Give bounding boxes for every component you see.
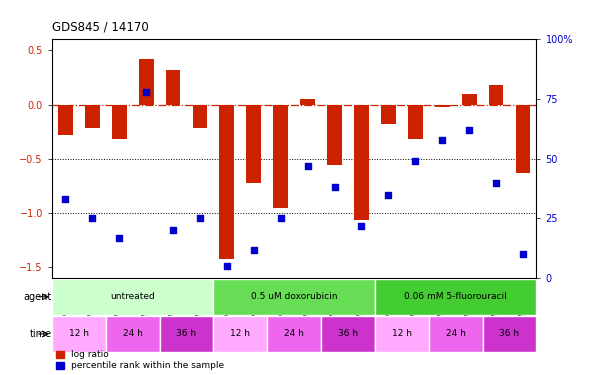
Text: 0.06 mM 5-fluorouracil: 0.06 mM 5-fluorouracil <box>404 292 507 301</box>
Text: untreated: untreated <box>111 292 155 301</box>
Bar <box>483 316 536 352</box>
Point <box>411 158 420 164</box>
Point <box>114 235 124 241</box>
Bar <box>52 279 213 315</box>
Bar <box>375 279 536 315</box>
Bar <box>408 105 423 139</box>
Bar <box>273 105 288 208</box>
Bar <box>516 105 530 173</box>
Bar <box>85 105 100 128</box>
Bar <box>219 105 234 259</box>
Text: 24 h: 24 h <box>446 329 466 338</box>
Point <box>357 223 367 229</box>
Point <box>249 246 258 252</box>
Point <box>437 136 447 142</box>
Bar <box>106 316 159 352</box>
Bar <box>321 316 375 352</box>
Point <box>518 251 528 257</box>
Bar <box>159 316 213 352</box>
Point <box>195 216 205 222</box>
Bar <box>112 105 126 139</box>
Bar <box>327 105 342 165</box>
Text: 36 h: 36 h <box>338 329 358 338</box>
Text: 12 h: 12 h <box>69 329 89 338</box>
Bar <box>52 316 106 352</box>
Point <box>303 163 313 169</box>
Text: 36 h: 36 h <box>499 329 519 338</box>
Text: 0.5 uM doxorubicin: 0.5 uM doxorubicin <box>251 292 337 301</box>
Bar <box>429 316 483 352</box>
Text: 36 h: 36 h <box>177 329 197 338</box>
Bar <box>192 105 207 128</box>
Point <box>464 127 474 133</box>
Bar <box>435 105 450 106</box>
Text: time: time <box>30 329 52 339</box>
Bar <box>489 85 503 105</box>
Bar <box>300 99 315 105</box>
Bar <box>462 94 477 105</box>
Bar <box>213 316 267 352</box>
Point <box>276 216 285 222</box>
Bar <box>213 279 375 315</box>
Bar <box>267 316 321 352</box>
Point <box>168 227 178 233</box>
Text: 24 h: 24 h <box>123 329 142 338</box>
Bar <box>139 59 153 105</box>
Point <box>384 192 393 198</box>
Point <box>222 263 232 269</box>
Bar <box>375 316 429 352</box>
Text: agent: agent <box>24 292 52 302</box>
Text: 12 h: 12 h <box>230 329 251 338</box>
Text: GDS845 / 14170: GDS845 / 14170 <box>52 21 148 34</box>
Bar <box>354 105 369 220</box>
Bar <box>166 70 180 105</box>
Bar <box>246 105 262 183</box>
Legend: log ratio, percentile rank within the sample: log ratio, percentile rank within the sa… <box>56 350 224 370</box>
Point <box>141 89 151 95</box>
Point <box>60 196 70 202</box>
Text: 24 h: 24 h <box>284 329 304 338</box>
Point <box>491 180 501 186</box>
Bar <box>58 105 73 135</box>
Point <box>330 184 340 190</box>
Bar <box>381 105 396 124</box>
Point <box>87 216 97 222</box>
Text: 12 h: 12 h <box>392 329 412 338</box>
